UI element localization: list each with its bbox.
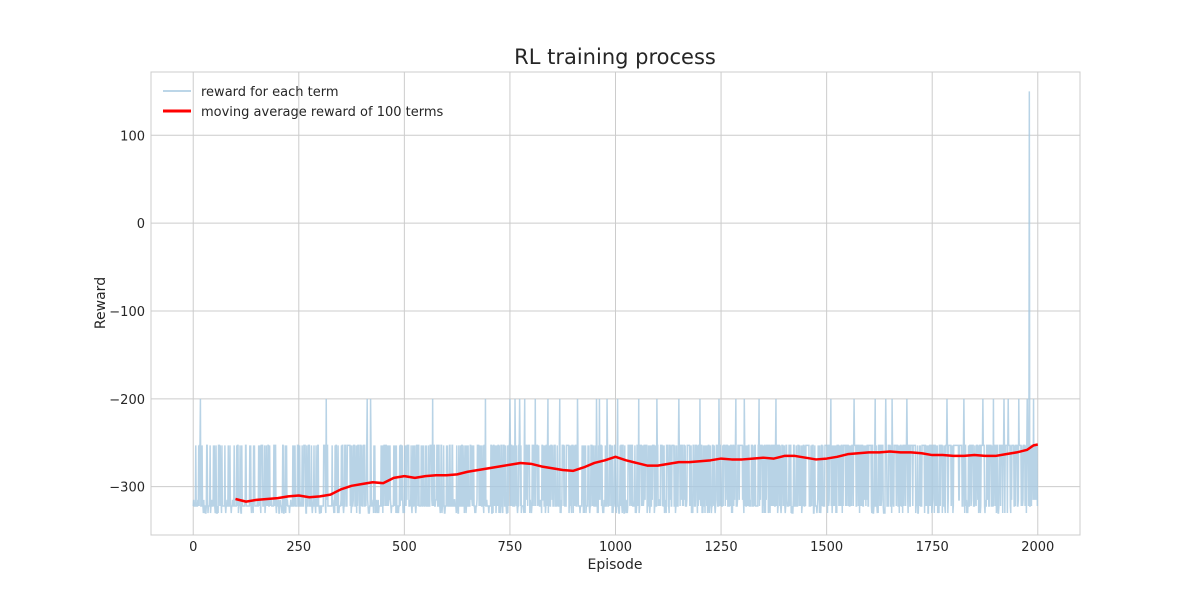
x-axis-ticks: 0 250 500 750 1000 1250 1500 1750 2000 (189, 540, 1054, 555)
moving-average-series (235, 443, 1039, 503)
x-tick-label: 750 (498, 540, 523, 555)
y-tick-label: −100 (109, 305, 145, 320)
x-tick-label: 1250 (705, 540, 738, 555)
x-tick-label: 500 (392, 540, 417, 555)
legend-label-raw: reward for each term (201, 85, 339, 100)
chart-title: RL training process (514, 45, 716, 69)
x-axis-label: Episode (588, 557, 643, 573)
x-tick-label: 1500 (810, 540, 843, 555)
legend-label-moving-average: moving average reward of 100 terms (201, 105, 444, 120)
y-tick-label: 0 (137, 217, 145, 232)
y-tick-label: −300 (109, 481, 145, 496)
plot-frame (150, 71, 1081, 536)
x-tick-label: 0 (189, 540, 197, 555)
y-tick-label: 100 (120, 129, 145, 144)
y-axis-ticks: −300 −200 −100 0 100 (109, 129, 145, 495)
x-tick-label: 250 (286, 540, 311, 555)
y-axis-label: Reward (93, 277, 109, 329)
legend: reward for each term moving average rewa… (163, 85, 444, 120)
moving-average-line (235, 443, 1039, 503)
raw-reward-line (192, 91, 1039, 514)
x-tick-label: 1000 (599, 540, 632, 555)
y-tick-label: −200 (109, 393, 145, 408)
raw-reward-series (192, 91, 1039, 514)
x-tick-label: 2000 (1021, 540, 1054, 555)
x-tick-label: 1750 (916, 540, 949, 555)
